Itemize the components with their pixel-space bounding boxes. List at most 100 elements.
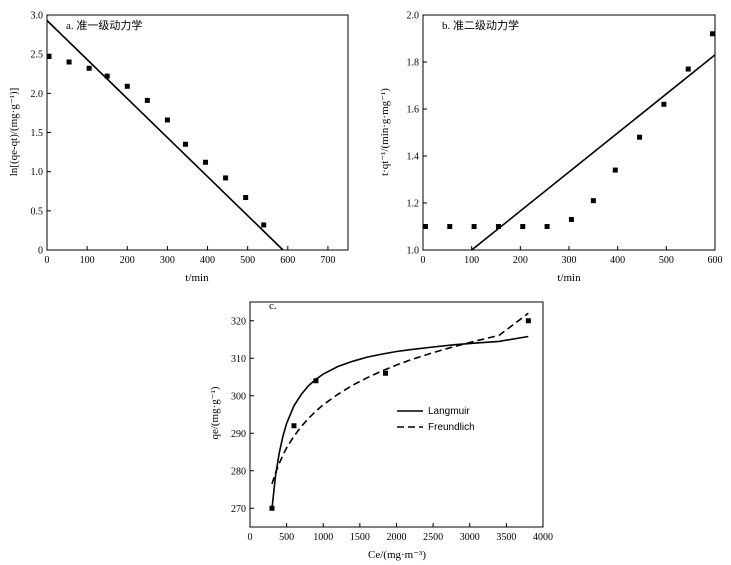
panel-a-ylabel: ln[(qe-qt)/(mg·g⁻¹)]: [8, 88, 20, 177]
panel-b-data-point: [495, 224, 501, 229]
panel-c-ticks: 0 500 1000 1500 2000 2500 3000 3500 4000 270 280 29…: [231, 316, 553, 543]
panel-b-data-point: [590, 198, 596, 204]
panel-a-xtick-label: 400: [200, 255, 215, 266]
panel-c-xtick-label: 0: [248, 532, 253, 543]
panel-a-xtick-label: 500: [240, 255, 255, 266]
panel-b-ytick-label: 1.8: [407, 58, 420, 69]
panel-b-ytick-label: 1.2: [407, 199, 420, 210]
panel-c-data-point: [269, 505, 275, 511]
panel-a-marks: [46, 19, 284, 251]
panel-c-data-point: [383, 370, 389, 376]
panel-b-xtick-label: 300: [562, 255, 577, 266]
panel-a-data-point: [124, 83, 130, 89]
panel-b-data-point: [710, 31, 716, 37]
panel-a-ytick-label: 0: [38, 246, 43, 257]
panel-b-xlabel: t/min: [557, 272, 581, 284]
legend-langmuir-label: Langmuir: [428, 406, 470, 417]
panel-c-ytick-label: 290: [231, 429, 246, 440]
panel-c-xtick-label: 2500: [423, 532, 443, 543]
panel-b-data-point: [661, 101, 667, 107]
panel-b-data-point: [471, 224, 477, 229]
panel-b-ticks: 0 100 200 300 400 500 600 1.0 1.2 1.4 1.6 1.8 2.0: [407, 11, 723, 267]
panel-c-legend: Langmuir Freundlich: [397, 406, 475, 433]
panel-a-xlabel: t/min: [185, 272, 209, 284]
panel-b-xtick-label: 200: [513, 255, 528, 266]
panel-a-xtick-label: 200: [120, 255, 135, 266]
panel-b-data-point: [422, 224, 428, 229]
panel-b-ytick-label: 1.4: [407, 152, 420, 163]
panel-b-marks: [422, 31, 716, 251]
panel-a-ytick-label: 2.5: [31, 50, 44, 61]
legend-freundlich-label: Freundlich: [428, 422, 475, 433]
panel-a-xtick-label: 700: [320, 255, 335, 266]
panel-a-ytick-label: 0.5: [31, 206, 44, 217]
panel-a-ytick-label: 1.5: [31, 128, 44, 139]
freundlich-curve: [271, 312, 529, 485]
panel-a-data-point: [261, 222, 267, 228]
panel-a-fit-line: [46, 19, 284, 251]
panel-a-ytick-label: 3.0: [31, 11, 44, 22]
panel-a-title: a. 准一级动力学: [66, 18, 142, 32]
panel-a-data-point: [203, 159, 209, 165]
panel-a-data-point: [182, 141, 188, 147]
panel-b-frame: [422, 14, 716, 251]
panel-b: b. 准二级动力学 t/min t·qt⁻¹/(min·g·mg⁻¹) 0 100…: [379, 11, 723, 285]
panel-c-ytick-label: 270: [231, 504, 246, 515]
panel-a-data-point: [104, 73, 110, 79]
panel-a-xtick-label: 600: [280, 255, 295, 266]
panel-c-xtick-label: 2000: [387, 532, 407, 543]
panel-b-data-point: [447, 224, 453, 229]
panel-b-xtick-label: 400: [610, 255, 625, 266]
panel-a-data-point: [144, 97, 150, 103]
panel-a-frame: [46, 14, 349, 251]
panel-a-xtick-label: 100: [80, 255, 95, 266]
panel-b-data-point: [544, 224, 550, 229]
panel-c-ytick-label: 300: [231, 391, 246, 402]
panel-a-xtick-label: 300: [160, 255, 175, 266]
panel-c-data-point: [313, 378, 319, 384]
panel-a-data-point: [66, 59, 72, 65]
panel-b-ytick-label: 2.0: [407, 11, 420, 22]
panel-c-xtick-label: 500: [279, 532, 294, 543]
panel-a-data-point: [86, 65, 92, 71]
panel-b-data-point: [685, 66, 691, 72]
panel-b-xtick-label: 0: [421, 255, 426, 266]
panel-b-data-point: [612, 167, 618, 173]
panel-c-ytick-label: 280: [231, 466, 246, 477]
panel-a-ytick-label: 1.0: [31, 167, 44, 178]
panel-b-title: b. 准二级动力学: [442, 18, 519, 32]
panel-a-data-point: [223, 175, 229, 181]
panel-b-data-point: [568, 216, 574, 222]
panel-c-ytick-label: 320: [231, 316, 246, 327]
panel-a: a. 准一级动力学 t/min ln[(qe-qt)/(mg·g⁻¹)] 0 10…: [8, 11, 349, 284]
panel-c-xtick-label: 4000: [533, 532, 553, 543]
panel-a-ytick-label: 2.0: [31, 89, 44, 100]
panel-b-xtick-label: 500: [659, 255, 674, 266]
panel-c-ytick-label: 310: [231, 354, 246, 365]
panel-b-ytick-label: 1.0: [407, 246, 420, 257]
panel-b-ytick-label: 1.6: [407, 105, 420, 116]
panel-a-ticks: 0 100 200 300 400 500 600 700 0 0.5 1.0 1.5 2.0 2.5 3.…: [31, 11, 336, 267]
panel-c-xtick-label: 1000: [313, 532, 333, 543]
panel-b-ylabel: t·qt⁻¹/(min·g·mg⁻¹): [379, 88, 391, 176]
panel-b-data-point: [637, 134, 643, 140]
panel-c-data-point: [525, 318, 531, 324]
panel-b-xtick-label: 100: [464, 255, 479, 266]
panel-c-ylabel: qe/(mg·g⁻¹): [209, 386, 221, 439]
panel-c-xtick-label: 1500: [350, 532, 370, 543]
panel-c-data-point: [291, 423, 297, 429]
panel-c-xlabel: Ce/(mg·m⁻³): [368, 549, 426, 561]
panel-b-data-point: [520, 224, 526, 229]
panel-b-fit-line: [471, 54, 716, 251]
panel-c-title: c.: [269, 300, 277, 312]
panel-a-data-point: [164, 117, 170, 123]
panel-c-xtick-label: 3000: [460, 532, 480, 543]
langmuir-curve: [271, 335, 529, 509]
panel-b-xtick-label: 600: [708, 255, 723, 266]
panel-c: c. Ce/(mg·m⁻³) qe/(mg·g⁻¹) 0 500 1000 1500 2…: [209, 300, 553, 561]
panel-a-data-point: [243, 195, 249, 201]
panel-c-xtick-label: 3500: [496, 532, 516, 543]
panel-a-xtick-label: 0: [45, 255, 50, 266]
panel-a-data-point: [46, 54, 52, 60]
